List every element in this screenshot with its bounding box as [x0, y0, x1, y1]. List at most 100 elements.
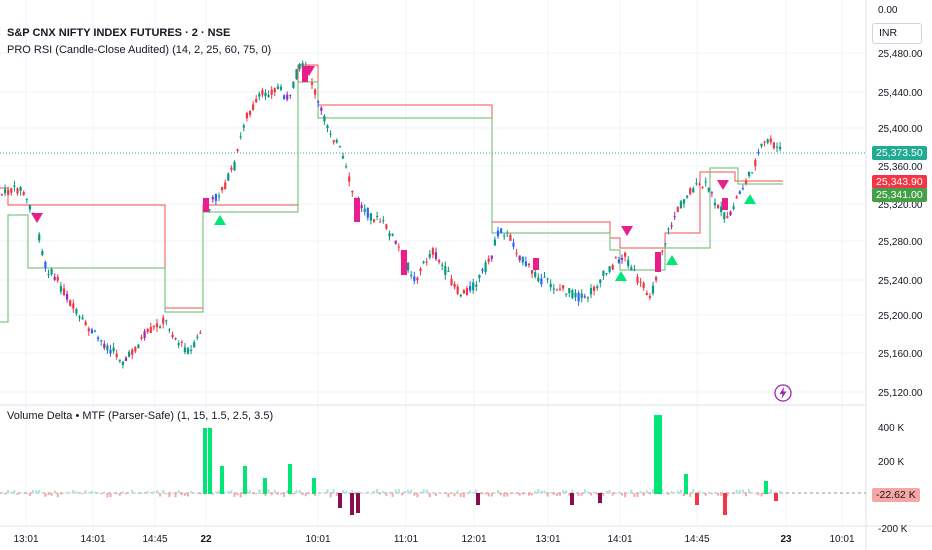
volume-bar: [351, 490, 354, 494]
candle-body: [655, 277, 658, 281]
volume-bar: [456, 490, 459, 494]
candle-body: [549, 283, 552, 288]
candle-body: [555, 289, 558, 291]
candle-body: [310, 82, 314, 85]
volume-bar: [549, 491, 552, 494]
candle-body: [676, 207, 679, 212]
volume-bar: [44, 493, 47, 497]
candle-body: [614, 257, 617, 259]
volume-bar: [565, 490, 568, 494]
candle-body: [546, 278, 549, 280]
volume-bar: [190, 491, 193, 494]
candle-body: [255, 98, 258, 103]
volume-bar: [373, 490, 375, 494]
volume-tick-label: -200 K: [878, 524, 908, 535]
volume-delta-spike: [203, 428, 207, 494]
volume-bar: [484, 493, 487, 495]
volume-bar: [97, 492, 100, 494]
volume-bar: [109, 493, 112, 497]
candle-body: [56, 277, 59, 281]
volume-bar: [25, 493, 28, 494]
volume-bar: [72, 489, 75, 494]
volume-bar: [332, 489, 335, 494]
volume-bar: [611, 493, 614, 496]
candle-body: [264, 92, 267, 97]
candle-body: [295, 69, 298, 79]
currency-selector[interactable]: INR: [872, 23, 922, 44]
candle-body: [627, 259, 630, 266]
candle-body: [596, 286, 599, 289]
candle-body: [267, 95, 270, 97]
candle-body: [571, 290, 574, 299]
candle-body: [456, 286, 459, 294]
candle-body: [521, 256, 524, 263]
volume-bar: [422, 489, 425, 494]
volume-bar: [528, 493, 530, 496]
upper-level-tag: 25,343.90: [872, 175, 927, 189]
candle-body: [639, 281, 642, 283]
volume-bar: [745, 493, 747, 497]
volume-bar: [748, 489, 751, 494]
candle-body: [128, 351, 131, 357]
candle-body: [236, 149, 239, 152]
time-tick-label: 10:01: [829, 534, 854, 545]
sell-signal-triangle: [621, 226, 633, 236]
volume-bar: [193, 492, 196, 494]
candle-body: [118, 359, 121, 362]
volume-bar: [317, 492, 320, 494]
volume-bar: [419, 491, 422, 494]
candle-body: [28, 205, 31, 210]
volume-bar: [121, 491, 124, 494]
volume-bar: [431, 492, 434, 494]
volume-bar: [704, 493, 707, 496]
candle-body: [717, 204, 720, 209]
candle-body: [484, 262, 487, 272]
candle-body: [667, 228, 670, 230]
volume-bar: [7, 489, 10, 494]
volume-bar: [624, 493, 627, 498]
volume-bar: [233, 493, 236, 497]
volume-bar: [571, 489, 574, 494]
volume-bar: [345, 490, 348, 494]
time-tick-label: 14:45: [684, 534, 709, 545]
candle-body: [183, 347, 186, 353]
volume-bar: [35, 490, 38, 494]
volume-bar: [543, 490, 546, 494]
volume-bar: [56, 493, 59, 498]
candle-body: [211, 197, 214, 200]
candle-body: [670, 225, 673, 227]
candle-body: [72, 303, 75, 309]
candle-body: [174, 338, 177, 340]
volume-indicator-legend[interactable]: Volume Delta • MTF (Parser-Safe) (1, 15,…: [7, 410, 274, 422]
candle-body: [748, 171, 751, 176]
candle-body: [279, 86, 283, 90]
indicator-legend[interactable]: PRO RSI (Candle-Close Audited) (14, 2, 2…: [7, 44, 272, 56]
volume-bar: [524, 493, 527, 494]
candle-body: [419, 268, 422, 272]
candle-body: [552, 288, 555, 290]
volume-bar: [546, 493, 549, 497]
candle-body: [763, 141, 766, 143]
volume-bar: [286, 490, 289, 494]
candle-body: [87, 328, 90, 332]
signal-candle: [354, 198, 360, 222]
candle-body: [602, 271, 605, 276]
candle-body: [527, 263, 531, 266]
candle-body: [38, 234, 41, 241]
candle-body: [583, 296, 586, 298]
volume-bar: [13, 490, 16, 494]
volume-delta-spike: [356, 493, 360, 513]
volume-bar: [425, 489, 428, 494]
lightning-bolt-icon[interactable]: [774, 384, 792, 402]
volume-bar: [143, 493, 146, 494]
candle-body: [704, 181, 707, 183]
instrument-title[interactable]: S&P CNX NIFTY INDEX FUTURES · 2 · NSE: [7, 27, 231, 39]
candle-body: [779, 146, 782, 150]
volume-delta-spike: [288, 464, 292, 494]
buy-signal-triangle: [615, 271, 627, 281]
candle-body: [388, 233, 391, 237]
candle-body: [62, 288, 66, 295]
candle-body: [115, 353, 118, 358]
volume-bar: [366, 491, 369, 494]
